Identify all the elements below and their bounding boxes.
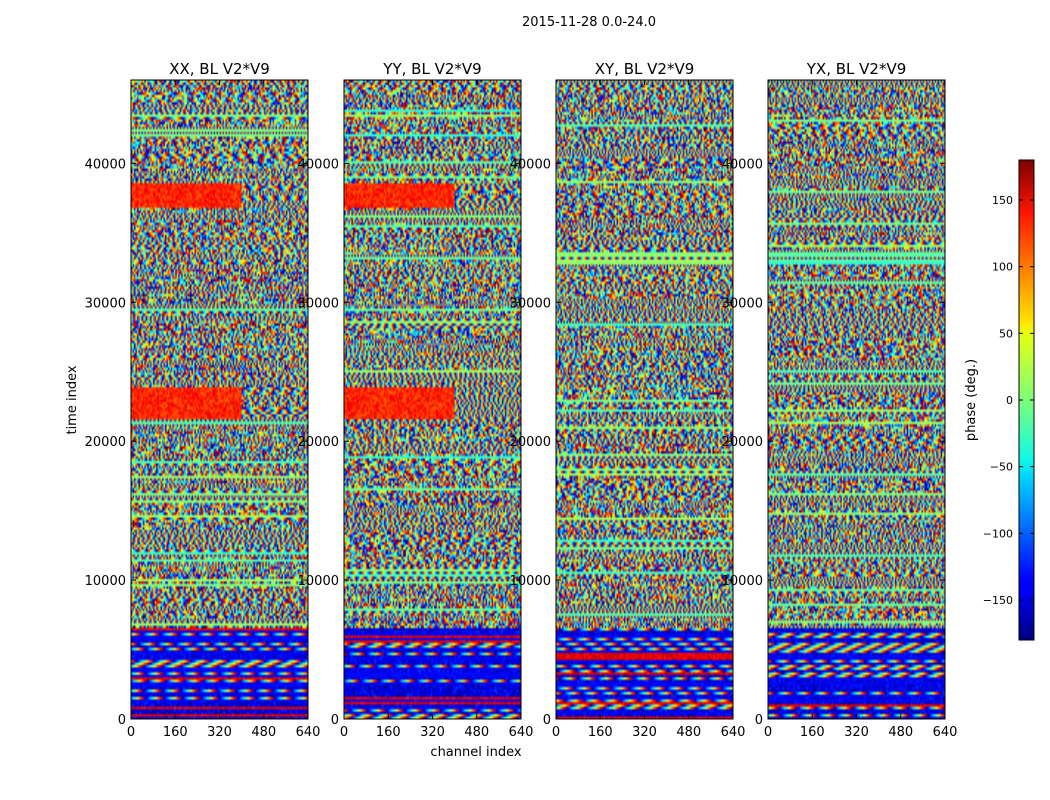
panel-heatmap-image: [131, 80, 308, 719]
y-tick-label: 30000: [722, 296, 763, 311]
panel-xx: XX, BL V2*V9 0 160 320 480 640 0 10000 20000 3000…: [85, 60, 321, 740]
y-tick-label: 0: [755, 713, 763, 728]
panel-heatmap-image: [768, 80, 945, 719]
x-tick-label: 480: [676, 725, 701, 740]
panel-xy: XY, BL V2*V9 0 160 320 480 640 0 10000 20000 3000…: [510, 60, 746, 740]
y-tick-label: 10000: [85, 574, 126, 589]
x-tick-label: 320: [632, 725, 657, 740]
panel-title: XX, BL V2*V9: [169, 60, 270, 78]
y-tick-label: 0: [118, 713, 126, 728]
x-axis-label: channel index: [430, 745, 521, 760]
colorbar-tick-label: 150: [992, 194, 1013, 207]
panel-heatmap-image: [344, 80, 521, 719]
y-tick-label: 0: [331, 713, 339, 728]
colorbar-tick-label: 100: [992, 261, 1013, 274]
x-tick-label: 320: [844, 725, 869, 740]
colorbar-tick-label: −100: [983, 527, 1013, 540]
y-tick-label: 30000: [510, 296, 551, 311]
x-tick-label: 640: [721, 725, 746, 740]
figure-suptitle: 2015-11-28 0.0-24.0: [522, 15, 656, 30]
y-tick-label: 30000: [298, 296, 339, 311]
y-tick-label: 40000: [85, 157, 126, 172]
panel-title: YX, BL V2*V9: [806, 60, 907, 78]
colorbar-tick-label: 0: [1006, 394, 1013, 407]
y-axis-label: time index: [65, 365, 80, 434]
colorbar-tick-label: −150: [983, 594, 1013, 607]
x-tick-label: 160: [376, 725, 401, 740]
x-tick-label: 480: [464, 725, 489, 740]
y-tick-label: 20000: [510, 435, 551, 450]
x-tick-label: 160: [800, 725, 825, 740]
x-tick-label: 320: [207, 725, 232, 740]
panel-yx: YX, BL V2*V9 0 160 320 480 640 0 10000 20000 3000…: [722, 60, 958, 740]
y-tick-label: 40000: [298, 157, 339, 172]
y-tick-label: 20000: [85, 435, 126, 450]
x-tick-label: 320: [420, 725, 445, 740]
panel-title: XY, BL V2*V9: [595, 60, 695, 78]
colorbar: −150 −100 −50 0 50 100 150 phase (deg.): [964, 159, 1035, 641]
y-tick-label: 0: [543, 713, 551, 728]
x-tick-label: 160: [588, 725, 613, 740]
x-tick-label: 640: [509, 725, 534, 740]
x-tick-label: 0: [552, 725, 560, 740]
y-tick-label: 10000: [722, 574, 763, 589]
x-tick-label: 480: [888, 725, 913, 740]
colorbar-label: phase (deg.): [964, 359, 979, 441]
y-tick-label: 40000: [510, 157, 551, 172]
panel-title: YY, BL V2*V9: [382, 60, 481, 78]
x-tick-label: 0: [340, 725, 348, 740]
y-tick-label: 40000: [722, 157, 763, 172]
panel-heatmap-image: [556, 80, 733, 719]
x-tick-label: 0: [764, 725, 772, 740]
x-tick-label: 0: [127, 725, 135, 740]
y-tick-label: 20000: [298, 435, 339, 450]
x-tick-label: 640: [933, 725, 958, 740]
panels: XX, BL V2*V9 0 160 320 480 640 0 10000 20000 3000…: [85, 60, 958, 740]
y-tick-label: 10000: [298, 574, 339, 589]
x-tick-label: 480: [251, 725, 276, 740]
colorbar-ticks: −150 −100 −50 0 50 100 150: [983, 194, 1034, 607]
y-tick-label: 30000: [85, 296, 126, 311]
panel-yy: YY, BL V2*V9 0 160 320 480 640 0 10000 20000 3000…: [298, 60, 534, 740]
y-tick-label: 10000: [510, 574, 551, 589]
y-tick-label: 20000: [722, 435, 763, 450]
colorbar-tick-label: −50: [990, 461, 1013, 474]
colorbar-tick-label: 50: [999, 327, 1013, 340]
x-tick-label: 640: [296, 725, 321, 740]
x-tick-label: 160: [163, 725, 188, 740]
